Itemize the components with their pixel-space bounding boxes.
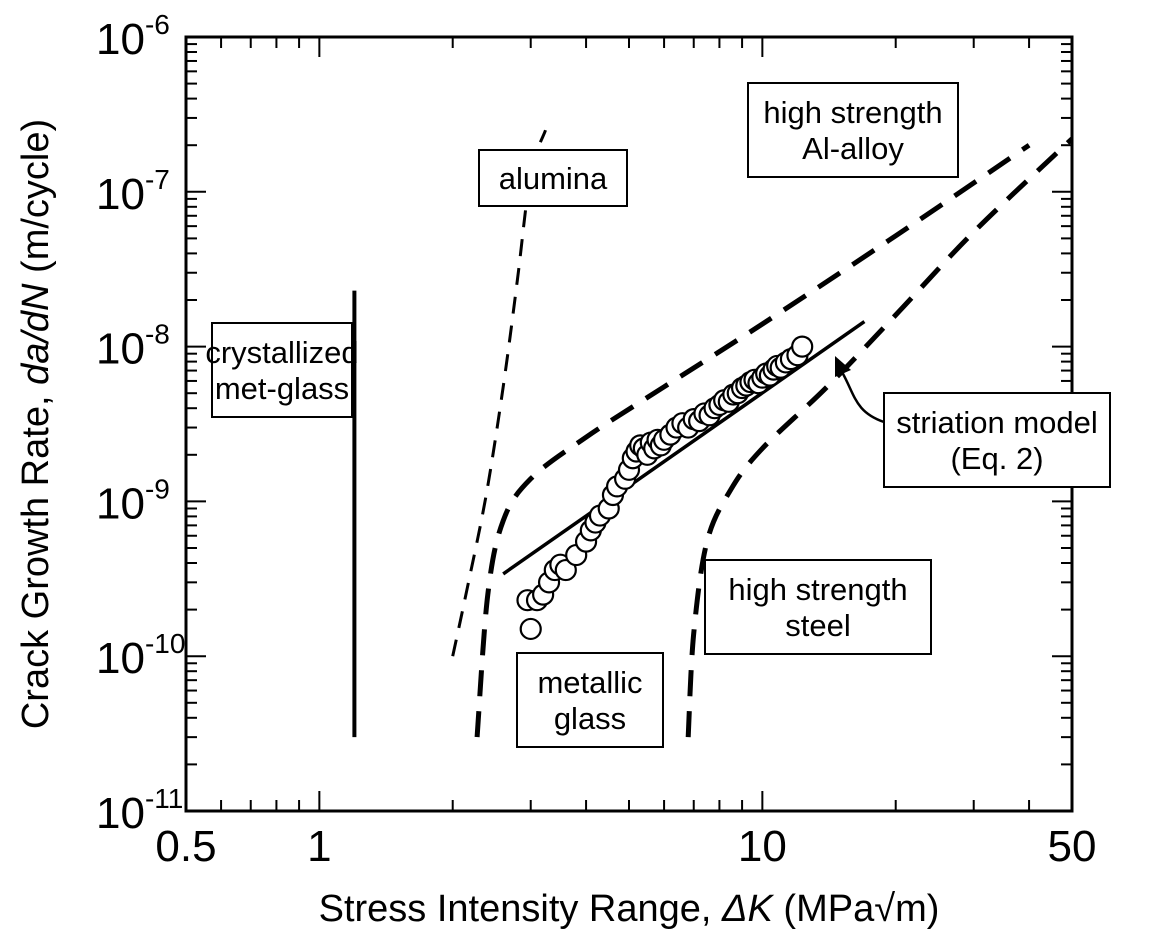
scatter-layer [516,335,814,641]
alumina-label-box [478,149,628,207]
y-tick-label: 10-9 [96,473,170,528]
x-axis-title: Stress Intensity Range, ΔK (MPa√m) [319,888,940,930]
striation-label: striation model(Eq. 2) [883,392,1111,488]
steel-curve [685,136,1072,738]
al-alloy-label-text: high strength [763,95,942,130]
striation-arrowhead [835,356,851,377]
metallic-glass-point [791,335,814,358]
striation-label-box [883,392,1111,488]
metallic-glass-label-box [516,652,664,748]
steel-label-text: high strength [728,572,907,607]
y-tick-label: 10-6 [96,9,170,64]
y-tick-label: 10-8 [96,319,170,374]
metallic-glass-point [519,617,542,641]
y-axis-title: Crack Growth Rate, da/dN (m/cycle) [15,119,57,729]
metallic-glass-point [554,558,577,582]
striation-label-text: striation model [896,405,1098,440]
striation-label-text: (Eq. 2) [950,441,1043,476]
y-tick-label: 10-7 [96,164,170,219]
al-alloy-label-box [747,82,959,178]
y-tick-label: 10-11 [96,783,183,838]
metallic-glass-label-text: glass [554,701,626,736]
x-tick-label: 1 [307,822,331,871]
crystallized-label-text: met-glass [215,371,349,406]
metallic-glass-label-text: metallic [537,665,642,700]
alumina-curve [451,129,547,657]
steel-label-box [704,559,932,655]
al-alloy-curve [474,143,1031,738]
crystallized-label-text: crystallized [205,335,358,370]
striation-leader-line [840,371,885,424]
steel-label-text: steel [785,608,850,643]
crystallized-label-box [211,322,353,418]
tick-labels: 0.5 1 10 50 10-11 10-10 10-9 10-8 10-7 10-6 [96,9,1096,871]
striation-curve [502,320,866,576]
al-alloy-label-text: Al-alloy [802,131,904,166]
alumina-label: alumina [478,149,628,207]
x-tick-label: 50 [1048,822,1097,871]
axis-ticks [185,36,1073,812]
x-tick-label: 0.5 [155,822,216,871]
alumina-label-text: alumina [499,161,608,196]
x-tick-label: 10 [738,822,787,871]
y-tick-label: 10-10 [96,628,185,683]
